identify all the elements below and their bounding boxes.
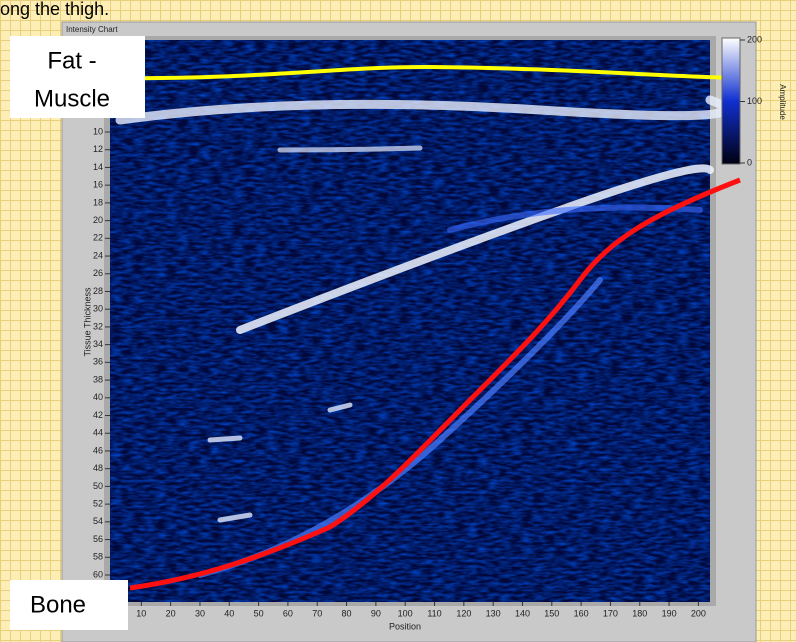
y-tick-label: 52 [93,498,103,508]
y-tick-label: 60 [93,569,103,579]
x-tick-label: 200 [691,608,706,618]
annotation-text: Fat - [47,47,96,74]
x-tick-label: 170 [603,608,618,618]
x-tick-label: 30 [195,608,205,618]
y-tick-label: 48 [93,463,103,473]
panel-title: Intensity Chart [66,25,118,34]
x-tick-label: 150 [544,608,559,618]
y-tick-label: 44 [93,428,103,438]
y-tick-label: 38 [93,374,103,384]
header-text: ong the thigh. [0,0,109,19]
annotation-box [10,580,128,630]
color-scale-bar [721,37,741,165]
y-tick-label: 10 [93,126,103,136]
annotation-text: Bone [30,591,86,618]
x-tick-label: 90 [371,608,381,618]
x-tick-label: 130 [486,608,501,618]
x-tick-label: 50 [254,608,264,618]
x-tick-label: 80 [342,608,352,618]
x-tick-label: 160 [574,608,589,618]
x-tick-label: 120 [456,608,471,618]
bone-line [129,177,741,591]
color-tick-label: 200 [747,34,762,44]
y-tick-label: 50 [93,481,103,491]
annotation-text: Muscle [34,85,110,112]
x-tick-label: 20 [166,608,176,618]
y-tick-label: 40 [93,392,103,402]
y-tick-label: 54 [93,516,103,526]
intensity-texture [110,40,710,602]
x-tick-label: 60 [283,608,293,618]
x-tick-label: 40 [224,608,234,618]
x-tick-label: 190 [662,608,677,618]
y-tick-label: 20 [93,215,103,225]
y-axis-label: Tissue Thickness [82,287,92,357]
y-tick-label: 16 [93,180,103,190]
y-tick-label: 34 [93,339,103,349]
y-tick-label: 14 [93,162,103,172]
y-tick-label: 18 [93,197,103,207]
fat-muscle-line [114,64,741,81]
y-tick-label: 46 [93,445,103,455]
color-tick-label: 100 [747,96,762,106]
x-tick-label: 110 [427,608,441,618]
annotation-box [10,36,145,118]
x-tick-label: 100 [398,608,413,618]
color-scale-label: Amplitude [778,84,787,120]
x-tick-label: 70 [312,608,322,618]
y-tick-label: 32 [93,321,103,331]
y-tick-label: 58 [93,552,103,562]
y-tick-label: 36 [93,357,103,367]
x-tick-label: 180 [632,608,647,618]
x-tick-label: 140 [515,608,530,618]
y-tick-label: 56 [93,534,103,544]
echo-streaks [115,95,731,578]
y-tick-label: 42 [93,410,103,420]
y-tick-label: 30 [93,304,103,314]
x-axis-label: Position [389,621,421,631]
y-tick-label: 12 [93,144,103,154]
y-tick-label: 24 [93,250,103,260]
x-tick-label: 10 [136,608,146,618]
color-tick-label: 0 [747,157,752,167]
y-tick-label: 26 [93,268,103,278]
y-tick-label: 28 [93,286,103,296]
y-tick-label: 22 [93,233,103,243]
